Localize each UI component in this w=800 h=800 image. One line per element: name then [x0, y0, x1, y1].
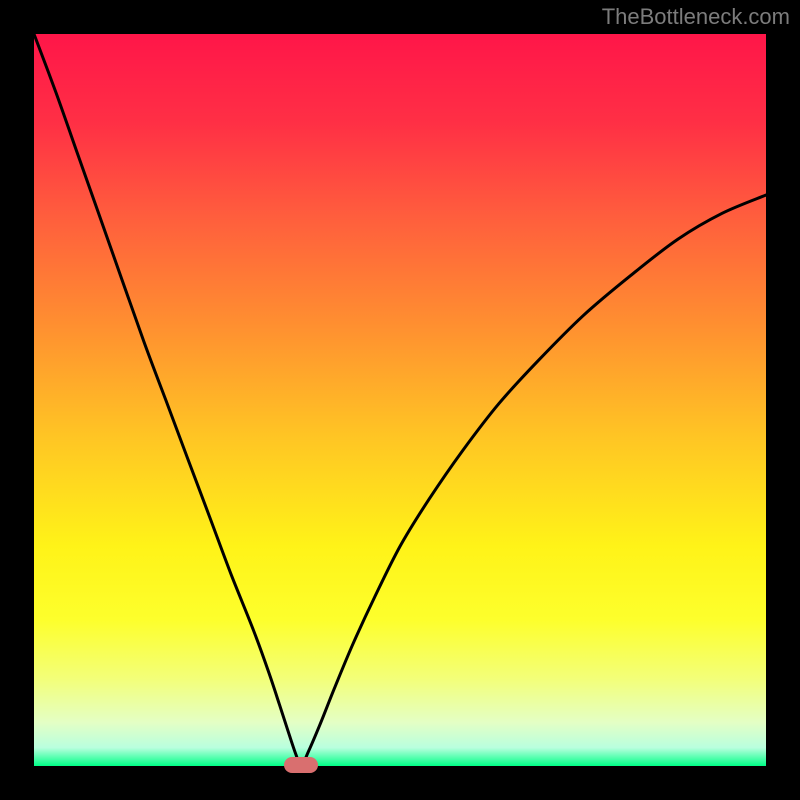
- optimal-point-marker: [284, 757, 318, 773]
- bottleneck-curve: [34, 34, 766, 766]
- watermark-text: TheBottleneck.com: [602, 4, 790, 30]
- chart-curve-layer: [0, 0, 800, 800]
